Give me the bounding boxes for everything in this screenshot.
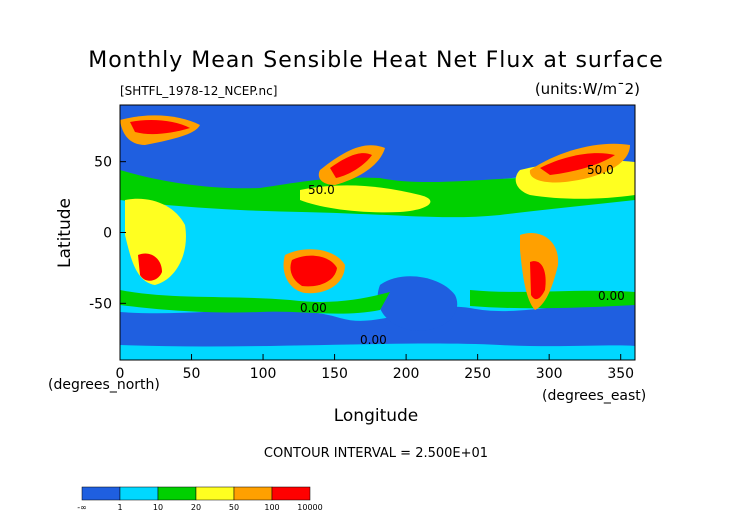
colorbar-level-label: 20 <box>191 503 201 512</box>
colorbar-swatch <box>233 486 273 501</box>
contour-label: 0.00 <box>300 301 327 315</box>
colorbar-swatch <box>81 486 121 501</box>
region-spacific-low <box>377 276 458 331</box>
colorbar-swatch <box>195 486 235 501</box>
chart-title: Monthly Mean Sensible Heat Net Flux at s… <box>88 48 664 73</box>
colorbar-swatch <box>271 486 311 501</box>
y-tick-label: -50 <box>89 296 112 312</box>
colorbar-level-label: 10 <box>153 503 163 512</box>
y-tick-label: 50 <box>94 155 112 171</box>
region-australia-red <box>290 255 337 287</box>
colorbar: -∞ 1 10 20 50 100 10000 <box>77 486 323 512</box>
x-tick-label: 350 <box>607 366 634 382</box>
colorbar-swatch <box>157 486 197 501</box>
region-south-green <box>120 290 390 314</box>
x-tick-label: 50 <box>183 366 201 382</box>
x-tick-label: 250 <box>464 366 491 382</box>
y-axis-label: Latitude <box>55 198 75 268</box>
region-japan-red <box>330 153 372 178</box>
contour-labels: 50.0 50.0 0.00 0.00 0.00 <box>300 163 625 347</box>
units-label: (units:W/m¯2) <box>534 80 640 98</box>
y-unit-label: (degrees_north) <box>48 377 160 393</box>
x-tick-label: 0 <box>116 366 125 382</box>
x-unit-label: (degrees_east) <box>542 388 646 404</box>
region-samerica-red <box>530 261 546 300</box>
flux-field <box>120 105 635 360</box>
y-axis-ticks: 50 0 -50 <box>89 155 126 312</box>
x-tick-label: 100 <box>250 366 277 382</box>
x-tick-label: 150 <box>321 366 348 382</box>
colorbar-level-label: 1 <box>117 503 122 512</box>
y-tick-label: 0 <box>103 226 112 242</box>
region-satl-green <box>470 290 635 309</box>
contour-label: 50.0 <box>587 163 614 177</box>
colorbar-level-label: 50 <box>229 503 239 512</box>
x-axis-ticks: 0 50 100 150 200 250 300 350 <box>116 354 634 382</box>
contour-interval-label: CONTOUR INTERVAL = 2.500E+01 <box>263 446 489 461</box>
contour-label: 0.00 <box>598 289 625 303</box>
colorbar-level-label: -∞ <box>77 503 87 512</box>
contour-label: 0.00 <box>360 333 387 347</box>
colorbar-swatch <box>119 486 159 501</box>
region-antarctic-strip <box>120 343 635 360</box>
region-greenland-red <box>130 120 190 135</box>
x-tick-label: 200 <box>393 366 420 382</box>
colorbar-level-label: 10000 <box>297 503 322 512</box>
region-gulfstream-red <box>540 153 615 175</box>
region-npacific-yellow <box>300 185 431 213</box>
contour-label: 50.0 <box>308 183 335 197</box>
x-tick-label: 300 <box>536 366 563 382</box>
colorbar-level-label: 100 <box>264 503 279 512</box>
file-label: [SHTFL_1978-12_NCEP.nc] <box>120 84 278 98</box>
region-safrica-red <box>138 253 162 281</box>
x-axis-label: Longitude <box>334 406 419 426</box>
